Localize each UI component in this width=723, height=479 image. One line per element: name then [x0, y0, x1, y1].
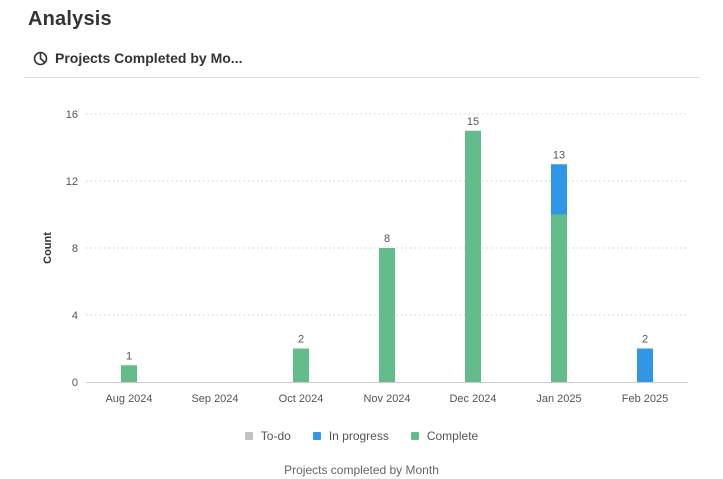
x-axis-title: Projects completed by Month	[284, 463, 439, 477]
legend-item-in-progress[interactable]: In progress	[312, 429, 389, 443]
y-tick-label: 0	[72, 377, 78, 389]
legend-label-complete: Complete	[426, 429, 479, 443]
bar-total-label: 15	[467, 116, 479, 128]
x-tick-label: Jan 2025	[536, 393, 581, 405]
legend-swatch-complete	[410, 432, 419, 440]
chart-title: Projects Completed by Mo...	[55, 50, 243, 66]
bar-complete	[293, 348, 309, 382]
chart-legend: To-do In progress Complete	[0, 429, 723, 443]
bar-total-label: 1	[126, 350, 132, 362]
x-tick-label: Aug 2024	[105, 393, 152, 405]
y-tick-label: 12	[66, 176, 78, 188]
page-title: Analysis	[28, 8, 112, 30]
header-divider	[24, 77, 700, 78]
legend-item-todo[interactable]: To-do	[244, 429, 291, 443]
legend-swatch-in-progress	[312, 432, 321, 440]
bar-in-progress	[551, 164, 567, 215]
bar-total-label: 2	[298, 334, 304, 346]
legend-label-in-progress: In progress	[328, 429, 389, 443]
y-tick-label: 4	[72, 310, 78, 322]
x-tick-label: Oct 2024	[279, 393, 324, 405]
y-tick-label: 16	[66, 109, 78, 121]
legend-swatch-todo	[244, 432, 253, 440]
bar-total-label: 2	[642, 334, 648, 346]
bar-total-label: 13	[553, 149, 565, 161]
x-tick-label: Sep 2024	[191, 393, 238, 405]
x-tick-label: Dec 2024	[449, 393, 496, 405]
legend-item-complete[interactable]: Complete	[410, 429, 479, 443]
bar-in-progress	[637, 348, 653, 382]
x-tick-label: Feb 2025	[622, 393, 668, 405]
chart-card-header[interactable]: Projects Completed by Mo...	[33, 48, 242, 68]
y-tick-label: 8	[72, 243, 78, 255]
bar-complete	[551, 214, 567, 382]
bar-complete	[121, 365, 137, 382]
y-axis-title: Count	[42, 232, 54, 264]
bar-complete	[465, 130, 481, 382]
legend-label-todo: To-do	[260, 429, 291, 443]
pie-chart-icon	[33, 51, 48, 66]
bar-complete	[379, 248, 395, 382]
x-tick-label: Nov 2024	[363, 393, 410, 405]
bar-total-label: 8	[384, 233, 390, 245]
